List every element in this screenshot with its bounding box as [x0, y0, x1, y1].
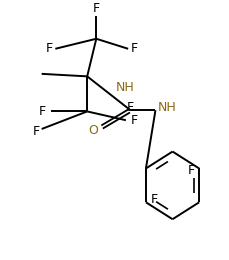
Text: F: F — [127, 101, 134, 114]
Text: NH: NH — [158, 101, 177, 114]
Text: NH: NH — [116, 81, 134, 94]
Text: F: F — [32, 125, 39, 138]
Text: O: O — [89, 124, 98, 137]
Text: F: F — [188, 165, 195, 178]
Text: F: F — [131, 42, 138, 55]
Text: F: F — [46, 42, 53, 55]
Text: F: F — [93, 2, 100, 15]
Text: F: F — [150, 193, 158, 206]
Text: F: F — [39, 105, 46, 118]
Text: F: F — [131, 114, 138, 127]
